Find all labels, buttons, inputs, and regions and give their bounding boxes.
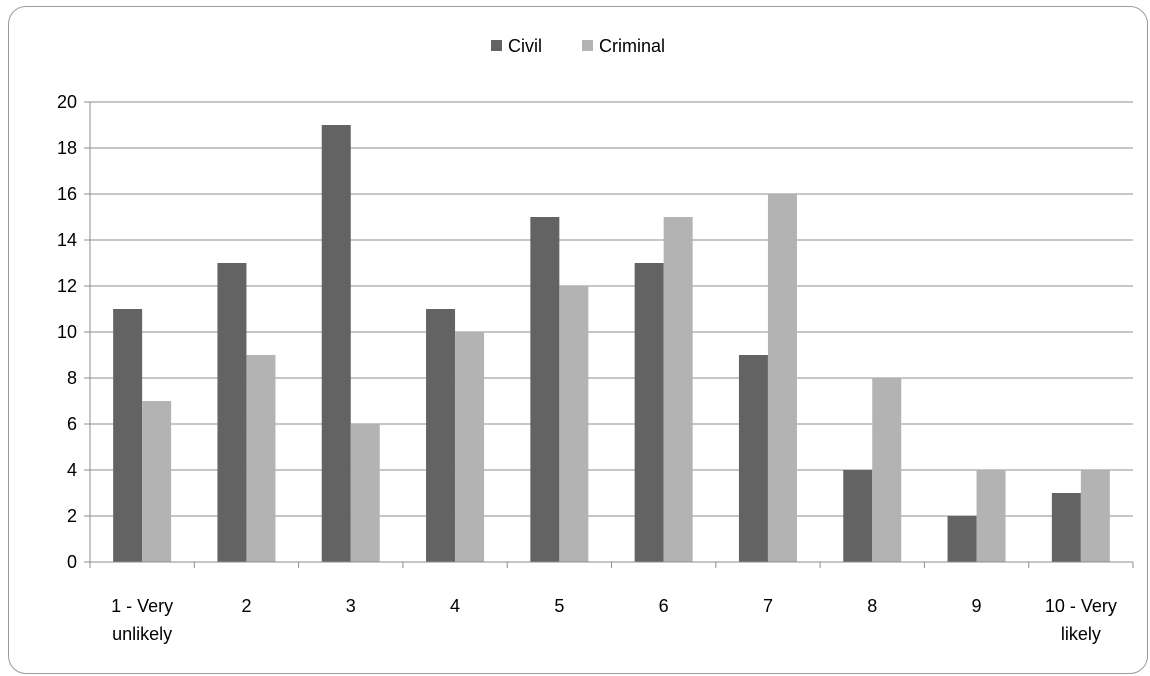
- y-tick-label: 4: [67, 460, 77, 480]
- bar-criminal-2: [246, 355, 276, 562]
- y-tick-label: 8: [67, 368, 77, 388]
- bar-criminal-4: [455, 332, 485, 562]
- x-tick-label: 5: [554, 596, 564, 616]
- bar-criminal-5: [559, 286, 589, 562]
- x-tick-label: 1 - Very unlikely: [111, 596, 173, 644]
- bar-criminal-9: [976, 470, 1006, 562]
- bar-civil-5: [530, 217, 560, 562]
- y-tick-label: 18: [57, 138, 77, 158]
- legend: Civil Criminal: [491, 36, 665, 56]
- y-tick-label: 12: [57, 276, 77, 296]
- bar-criminal-1: [142, 401, 172, 562]
- x-tick-label-line: 4: [450, 596, 460, 616]
- legend-swatch-criminal: [582, 40, 593, 51]
- bar-civil-10: [1051, 493, 1081, 562]
- y-tick-label: 0: [67, 552, 77, 572]
- legend-label-criminal: Criminal: [599, 36, 665, 56]
- y-tick-label: 16: [57, 184, 77, 204]
- bar-criminal-7: [767, 194, 797, 562]
- y-tick-label: 2: [67, 506, 77, 526]
- x-tick-label-line: 1 - Very: [111, 596, 173, 616]
- x-tick-label-line: 3: [346, 596, 356, 616]
- x-tick-label: 8: [867, 596, 877, 616]
- bar-criminal-10: [1080, 470, 1110, 562]
- x-tick-label-line: 8: [867, 596, 877, 616]
- bar-civil-6: [634, 263, 664, 562]
- x-tick-label-line: 6: [659, 596, 669, 616]
- x-tick-label-line: likely: [1061, 624, 1101, 644]
- bar-civil-8: [843, 470, 873, 562]
- bar-criminal-8: [872, 378, 902, 562]
- x-tick-label-line: 7: [763, 596, 773, 616]
- y-tick-label: 14: [57, 230, 77, 250]
- x-tick-label-line: 2: [241, 596, 251, 616]
- x-tick-label: 2: [241, 596, 251, 616]
- bar-criminal-6: [663, 217, 693, 562]
- bar-civil-1: [113, 309, 143, 562]
- bar-civil-9: [947, 516, 977, 562]
- axes: 0 2 4 6 8 10 12 14 16 18 20 1 - Very unlikely 2 3 4 5 6 7 8…: [57, 92, 1134, 644]
- chart-frame: [8, 6, 1148, 674]
- x-tick-label: 3: [346, 596, 356, 616]
- legend-label-civil: Civil: [508, 36, 542, 56]
- bar-civil-2: [217, 263, 247, 562]
- x-tick-label-line: 9: [972, 596, 982, 616]
- x-tick-label: 4: [450, 596, 460, 616]
- bars: [113, 125, 1110, 562]
- y-tick-label: 20: [57, 92, 77, 112]
- bar-civil-3: [321, 125, 351, 562]
- x-tick-label: 9: [972, 596, 982, 616]
- legend-swatch-civil: [491, 40, 502, 51]
- x-tick-label-line: unlikely: [112, 624, 172, 644]
- x-tick-label-line: 5: [554, 596, 564, 616]
- x-tick-label: 7: [763, 596, 773, 616]
- bar-criminal-3: [350, 424, 380, 562]
- x-tick-label: 10 - Very likely: [1045, 596, 1117, 644]
- x-tick-label: 6: [659, 596, 669, 616]
- bar-civil-7: [738, 355, 768, 562]
- y-tick-label: 6: [67, 414, 77, 434]
- y-tick-label: 10: [57, 322, 77, 342]
- bar-civil-4: [426, 309, 456, 562]
- x-tick-label-line: 10 - Very: [1045, 596, 1117, 616]
